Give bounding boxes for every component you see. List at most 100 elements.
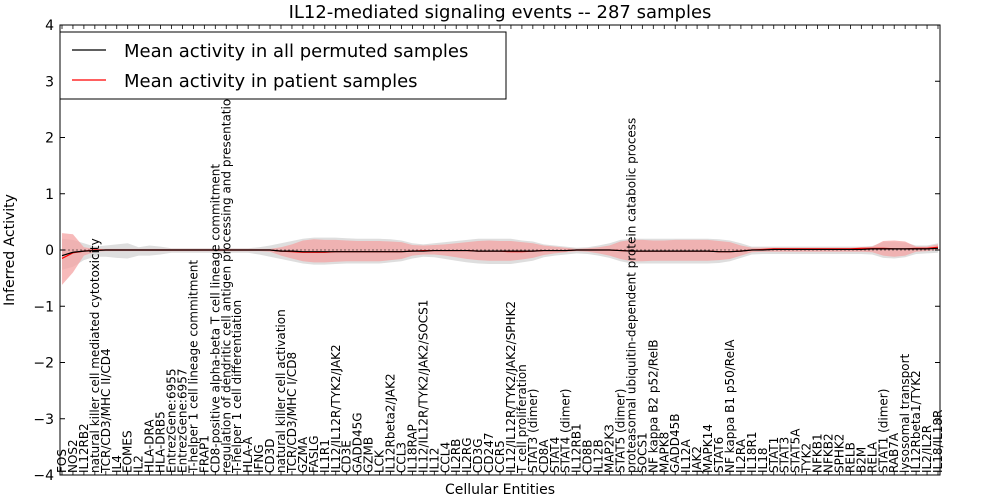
category-label: GZMA [296,436,310,473]
category-label: T cell proliferation [515,364,529,474]
category-label: IL2 [132,455,146,473]
category-label: RELB [843,442,857,473]
y-tick-label: 1 [45,187,54,203]
category-label: natural killer cell activation [274,309,288,473]
category-label: HLA-A [241,436,255,473]
x-axis-ticks [61,25,939,475]
category-label: TCR/CD3/MHC II/CD4 [99,348,113,474]
y-tick-label: −1 [33,299,54,315]
legend-label-permuted: Mean activity in all permuted samples [124,41,468,62]
category-label: RAB7A [887,432,901,473]
category-label: CCR5 [493,440,507,473]
y-axis-label: Inferred Activity [2,194,18,306]
category-label: NFKB2 [822,433,836,473]
category-label: STAT5A [789,428,803,473]
category-label: FOS [55,449,69,473]
category-label: STAT3 [778,437,792,473]
category-label: IL1R1 [318,439,332,473]
category-label: CD8A [537,439,551,473]
category-label: IL12/IL12R/TYK2/JAK2/SPHK2 [504,301,518,473]
category-label: CD3E [340,440,354,473]
category-label: TCR/CD3/MHC I/CD8 [285,352,299,474]
category-label: FASLG [307,435,321,473]
category-label: TYK2 [800,443,814,474]
category-label: STAT4 (dimer) [559,389,573,473]
category-label: EntrezGene:6955 [165,369,179,474]
category-label: CD3G [471,438,485,473]
category-label: B2M [854,447,868,473]
y-tick-label: 2 [45,131,54,147]
category-label: T-helper 1 cell differentiation [230,300,244,474]
category-label: IL2RA [734,438,748,473]
category-label: STAT5 (dimer) [613,389,627,473]
patient-range-band [62,233,938,285]
category-label: IL18 [756,448,770,474]
category-label: LCK [373,449,387,473]
legend-label-patient: Mean activity in patient samples [124,71,418,92]
category-label: HLA-DRA [143,419,157,473]
category-label: NF kappa B2 p52/RelB [646,339,660,473]
category-label: IL12RB2 [77,423,91,473]
category-label: MAP2K3 [603,424,617,473]
category-label: HLA-DRB5 [154,411,168,473]
category-label: STAT4 [548,437,562,473]
category-label: IL12/IL12R/TYK2/JAK2/SOCS1 [416,300,430,473]
category-label: natural killer cell mediated cytotoxicit… [88,238,102,473]
category-label: regulation of dendritic cell antigen pro… [219,91,233,473]
category-label: T-helper 1 cell lineage commitment [186,260,200,474]
legend: Mean activity in all permuted samples Me… [59,31,507,100]
legend-box [59,31,507,100]
category-label: NOS2 [66,439,80,473]
category-label: IL12 [427,448,441,474]
category-label: IL12A [679,439,693,473]
category-label: IL2RB [449,439,463,473]
category-label: IL2RG [460,438,474,474]
category-label: EOMES [121,430,135,473]
y-axis: −4 −3 −2 −1 0 1 2 3 4 [33,18,940,484]
x-axis-label: Cellular Entities [445,482,555,498]
category-label: GADD45G [351,412,365,473]
category-label: IL12Rbeta2/JAK2 [384,373,398,473]
category-label: JAK2 [690,446,704,474]
category-label: NF kappa B1 p50/RelA [723,339,737,473]
category-label: STAT1 (dimer) [876,389,890,473]
y-tick-label: −3 [33,412,54,428]
category-label: STAT6 [712,437,726,473]
category-label: CD3D [263,439,277,474]
category-label: lysosomal transport [898,353,912,473]
category-label: STAT3 (dimer) [526,389,540,473]
category-label: IL18RAP [405,424,419,473]
y-tick-label: 3 [45,74,54,90]
category-label: GADD45B [668,414,682,474]
category-label: RELA [865,441,879,473]
category-label: NFKB1 [811,433,825,473]
category-label: CCL3 [394,442,408,473]
category-label: MAPK8 [657,432,671,473]
category-label: MAPK14 [701,424,715,473]
category-label: IL4 [110,455,124,473]
category-label: CD8B [581,440,595,474]
category-label: IL2/IL2R [920,425,934,473]
category-label: IL12/IL12R/TYK2/JAK2 [329,344,343,473]
y-tick-label: 4 [45,18,54,34]
y-tick-label: −2 [33,356,54,372]
series-lines [61,246,939,259]
y-tick-label: −4 [33,468,54,484]
category-label: IL12B [592,439,606,473]
category-label: IL12Rbeta1/TYK2 [909,370,923,473]
category-label: GZMB [362,437,376,473]
series-line-permuted [61,247,939,257]
category-label: FRAP1 [197,435,211,473]
category-label: SPHK2 [832,434,846,473]
category-label: IL18/IL18R [931,410,945,473]
category-label: EntrezGene:6957 [175,369,189,474]
category-label: CD247 [482,432,496,473]
confidence-bands [62,233,938,285]
y-tick-label: 0 [45,243,54,259]
category-label: IFNG [252,444,266,473]
category-label: IL12RB1 [570,423,584,473]
category-label: SOCS1 [635,432,649,473]
category-label: CD8-positive alpha-beta T cell lineage c… [208,164,222,473]
